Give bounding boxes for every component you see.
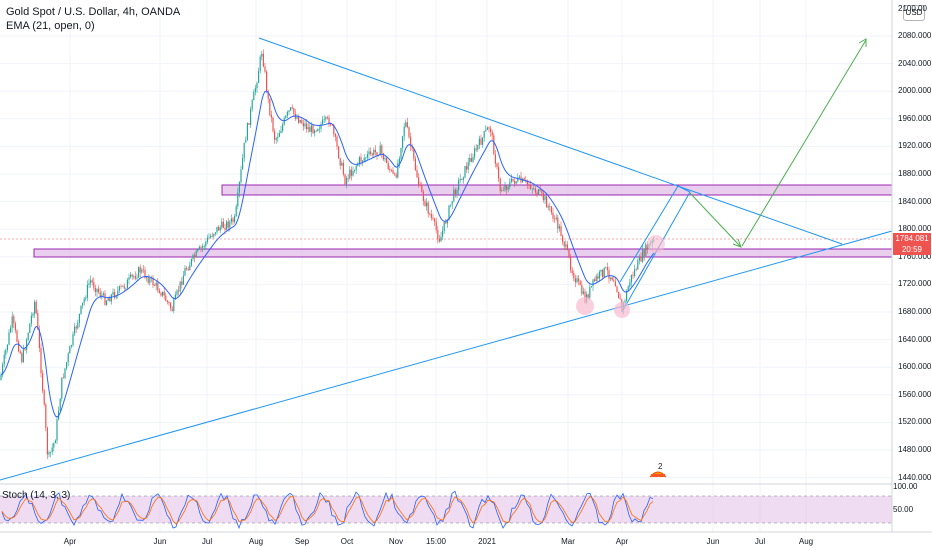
- ema-line: [0, 90, 655, 418]
- chart-legend: Gold Spot / U.S. Dollar, 4h, OANDA EMA (…: [6, 5, 180, 33]
- price-tick-label: 1640.000: [898, 334, 932, 344]
- arrow-head-down: [732, 238, 742, 248]
- price-tick-label: 1880.000: [898, 169, 932, 178]
- time-tick-label: Aug: [798, 537, 814, 546]
- time-tick-label: 15:00: [425, 537, 447, 546]
- projection-down-arrow[interactable]: [689, 192, 741, 247]
- time-tick-label: Apr: [615, 537, 629, 546]
- price-tick-label: 1440.000: [898, 472, 932, 482]
- time-tick-label: Mar: [561, 537, 575, 546]
- ema-indicator-label[interactable]: EMA (21, open, 0): [6, 20, 95, 32]
- arrow-head-up: [858, 38, 867, 47]
- time-tick-label: Oct: [340, 537, 354, 546]
- time-tick-label: Sep: [294, 537, 310, 546]
- time-tick-label: Jun: [153, 537, 167, 546]
- channel-upper[interactable]: [619, 185, 679, 283]
- projection-up-arrow[interactable]: [741, 39, 867, 247]
- price-tick-label: 1960.000: [898, 113, 932, 123]
- bottom-highlight-1[interactable]: [576, 297, 594, 315]
- time-tick-label: Jun: [706, 537, 720, 546]
- descending-trendline[interactable]: [258, 37, 843, 245]
- ascending-trendline[interactable]: [0, 230, 893, 481]
- resistance-zone[interactable]: [221, 184, 893, 196]
- price-tick-label: 1720.000: [898, 279, 932, 289]
- price-tick-label: 1600.000: [898, 362, 932, 372]
- top-highlight[interactable]: [647, 235, 665, 253]
- price-tick-label: 2000.000: [898, 86, 932, 96]
- bar-countdown: 20:59: [901, 245, 923, 254]
- lightning-icon[interactable]: [648, 465, 668, 479]
- current-price-value: 1784.081: [895, 234, 929, 243]
- channel-top[interactable]: [677, 185, 691, 193]
- currency-badge[interactable]: USD: [903, 5, 925, 21]
- stoch-d-line: [1, 495, 654, 525]
- time-tick-label: Nov: [388, 537, 404, 546]
- price-tick-label: 1680.000: [898, 307, 932, 316]
- time-tick-label: Aug: [248, 537, 264, 546]
- price-axis-top-label: 2100.00: [898, 4, 927, 13]
- price-tick-label: 1520.000: [898, 417, 932, 427]
- support-zone[interactable]: [33, 248, 893, 258]
- stoch-tick-100: 100.00: [893, 482, 918, 491]
- price-tick-label: 1920.000: [898, 141, 932, 151]
- time-tick-label: Jul: [754, 537, 766, 546]
- price-tick-label: 1760.000: [898, 251, 932, 261]
- price-tick-label: 1840.000: [898, 196, 932, 206]
- price-tick-label: 1480.000: [898, 445, 932, 454]
- current-price-tag: 1784.081 20:59: [893, 233, 931, 255]
- bottom-highlight-2[interactable]: [614, 302, 630, 318]
- stoch-k-line: [1, 490, 654, 530]
- symbol-title[interactable]: Gold Spot / U.S. Dollar, 4h, OANDA: [6, 6, 181, 18]
- price-tick-label: 1560.000: [898, 389, 932, 399]
- stoch-indicator-label[interactable]: Stoch (14, 3, 3): [2, 490, 71, 501]
- time-tick-label: 2021: [478, 537, 496, 546]
- price-tick-label: 2040.000: [898, 58, 932, 68]
- ideas-count: 2: [658, 462, 663, 471]
- stoch-tick-50: 50.00: [893, 505, 914, 514]
- time-tick-label: Apr: [63, 537, 77, 546]
- price-tick-label: 1800.000: [898, 224, 932, 234]
- price-tick-label: 2080.000: [898, 31, 932, 40]
- time-tick-label: Jul: [201, 537, 213, 546]
